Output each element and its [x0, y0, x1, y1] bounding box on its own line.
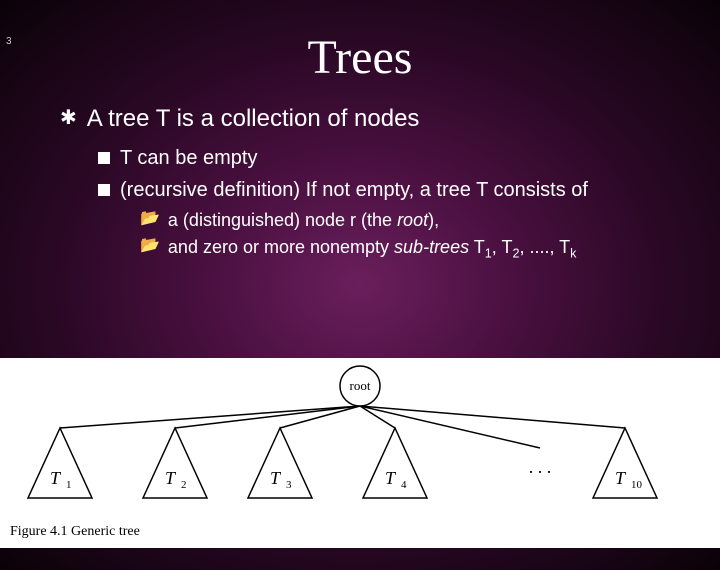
- svg-text:root: root: [350, 378, 371, 393]
- svg-text:1: 1: [66, 479, 72, 491]
- level2-text-a: T can be empty: [120, 145, 257, 171]
- svg-text:3: 3: [286, 479, 292, 491]
- bullet-level1: ✱ A tree T is a collection of nodes: [60, 105, 690, 133]
- svg-text:10: 10: [631, 479, 643, 491]
- folder-icon: 📂: [140, 209, 160, 230]
- svg-text:4: 4: [401, 479, 407, 491]
- figure-caption: Figure 4.1 Generic tree: [10, 524, 140, 540]
- bullet-level3: 📂 a (distinguished) node r (the root),: [140, 209, 690, 232]
- folder-icon: 📂: [140, 236, 160, 257]
- slide-title: Trees: [0, 30, 720, 85]
- page-number: 3: [6, 36, 12, 47]
- content-block: ✱ A tree T is a collection of nodes T ca…: [0, 105, 720, 262]
- square-icon: [98, 184, 110, 196]
- bullet-level3: 📂 and zero or more nonempty sub-trees T1…: [140, 236, 690, 262]
- tree-figure: rootT1T2T3T4T10. . . Figure 4.1 Generic …: [0, 358, 720, 548]
- level1-text: A tree T is a collection of nodes: [87, 105, 420, 133]
- level3-text-b: and zero or more nonempty sub-trees T1, …: [168, 236, 577, 262]
- asterisk-icon: ✱: [60, 105, 77, 130]
- level2-text-b: (recursive definition) If not empty, a t…: [120, 177, 588, 203]
- level3-text-a: a (distinguished) node r (the root),: [168, 209, 439, 232]
- bullet-level2: (recursive definition) If not empty, a t…: [98, 177, 690, 203]
- svg-text:. . .: . . .: [529, 457, 552, 477]
- square-icon: [98, 152, 110, 164]
- tree-diagram-svg: rootT1T2T3T4T10. . .: [0, 358, 720, 548]
- svg-text:2: 2: [181, 479, 187, 491]
- bullet-level2: T can be empty: [98, 145, 690, 171]
